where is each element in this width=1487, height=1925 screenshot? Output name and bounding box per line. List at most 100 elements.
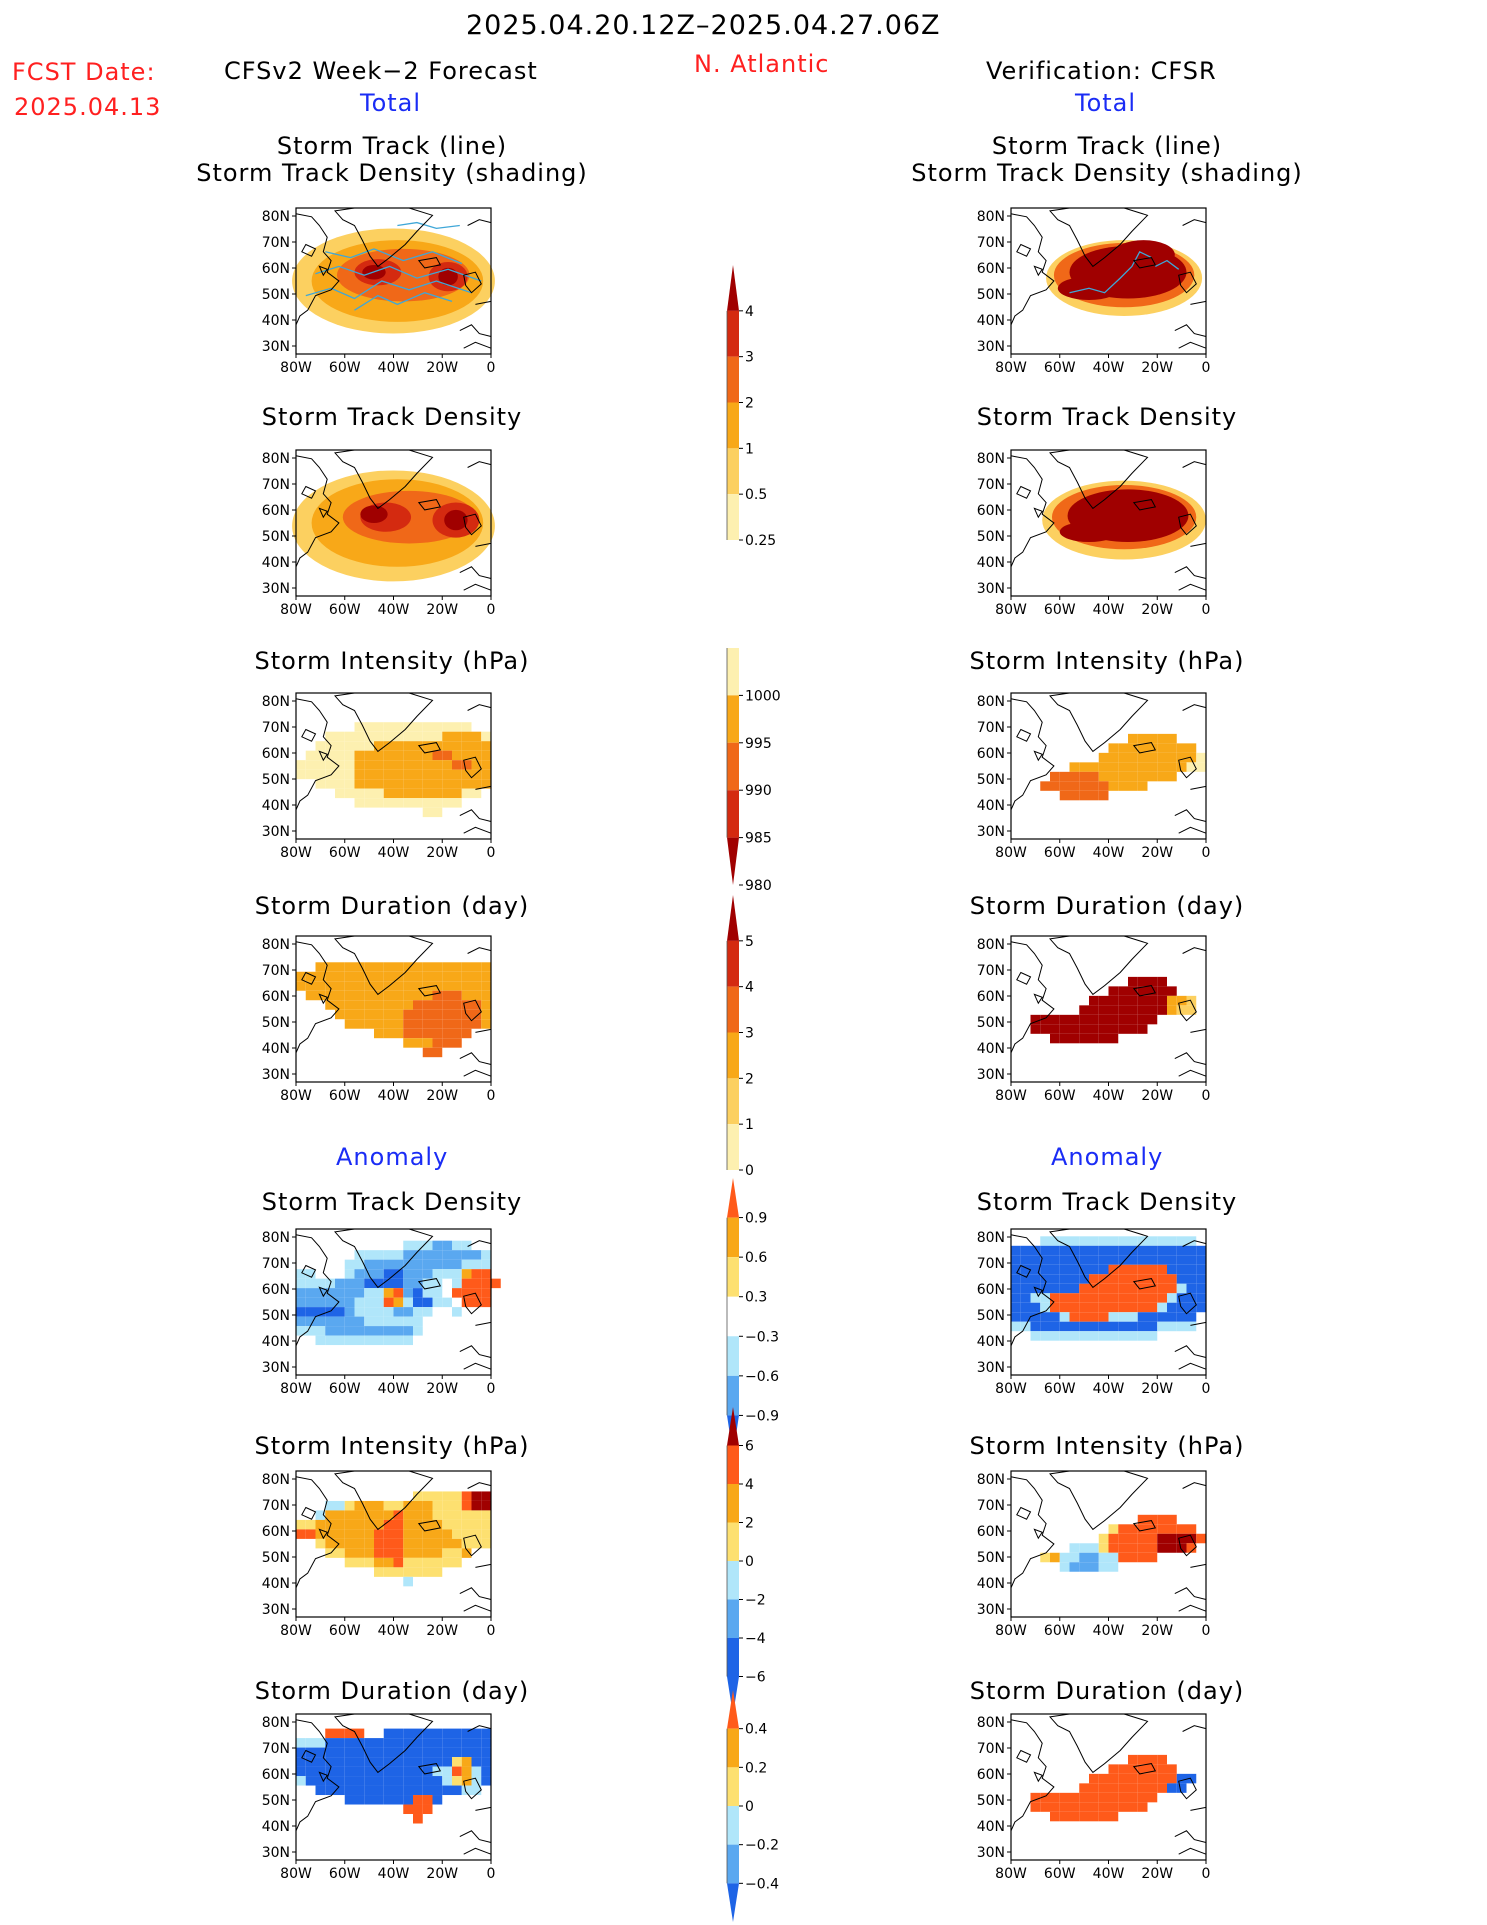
vf-anom-density-map-cell xyxy=(1176,1274,1187,1284)
fc-anom-duration-map-cell xyxy=(383,1795,394,1805)
fc-anom-density-map-cell xyxy=(452,1240,462,1251)
fc-anom-density-map-cell xyxy=(452,1250,462,1260)
fc-anom-intensity-map-cell xyxy=(305,1519,316,1530)
forecast-anomaly-label: Anomaly xyxy=(336,1143,449,1171)
vf-intensity-map-cell xyxy=(1059,771,1070,782)
vf-duration-map-cell xyxy=(1098,1014,1109,1025)
vf-anom-density-map-cell xyxy=(1176,1293,1187,1303)
fc-anom-duration-map-cell xyxy=(305,1738,316,1748)
fc-duration-map-cell xyxy=(354,990,365,1001)
vf-intensity-map-cell xyxy=(1098,771,1109,782)
fc-anom-density-map-coastline xyxy=(475,1321,492,1326)
vf-anom-duration-map-lon-label: 40W xyxy=(1093,1866,1125,1882)
vf-anom-density-map-cell xyxy=(1176,1312,1187,1322)
fc-duration-map-cell xyxy=(344,1019,355,1029)
fc-anom-density-map-cell xyxy=(296,1307,306,1317)
vf-anom-density-map-cell xyxy=(1137,1255,1148,1265)
fc-anom-intensity-map-cell xyxy=(383,1557,394,1568)
vf-anom-duration-map-cell xyxy=(1098,1783,1109,1793)
fc-density-map-lat-label: 50N xyxy=(262,529,290,545)
fc-duration-map-cell xyxy=(305,990,316,1001)
vf-anom-density-map-cell xyxy=(1196,1283,1206,1294)
vf-anom-intensity-map-cell xyxy=(1118,1533,1128,1544)
fc-intensity-map-cell xyxy=(296,760,306,770)
vf-anom-density-map-cell xyxy=(1030,1245,1041,1256)
fc-anom-density-map-cell xyxy=(364,1335,374,1346)
fc-track-map-coastline xyxy=(467,219,492,226)
fc-density-map-coastline xyxy=(417,499,442,511)
fc-anom-density-map-cell xyxy=(364,1316,374,1327)
forecast-title: CFSv2 Week−2 Forecast xyxy=(224,57,538,85)
fc-anom-density-map-cell xyxy=(403,1259,413,1270)
fc-anom-density-map-cell xyxy=(403,1250,413,1260)
fc-duration-map-cell xyxy=(296,971,306,982)
vf-density-map-lon-label: 0 xyxy=(1202,602,1211,618)
fc-anom-intensity-map-cell xyxy=(393,1510,404,1520)
fc-intensity-map-cell xyxy=(422,731,433,742)
fc-anom-duration-map-cell xyxy=(422,1785,433,1796)
vf-anom-density-map-cell xyxy=(1079,1236,1089,1246)
fc-intensity-map-cell xyxy=(422,798,433,808)
vf-duration-map-lon-label: 40W xyxy=(1093,1088,1125,1104)
fc-anom-density-map-coastline xyxy=(459,1345,492,1358)
vf-intensity-map-cell xyxy=(1167,771,1177,782)
vf-anom-density-map-cell xyxy=(1059,1321,1070,1332)
vf-anom-intensity-map-cell xyxy=(1196,1533,1206,1544)
fc-anom-duration-map-cell xyxy=(481,1766,491,1777)
colorbar-swatch xyxy=(727,1767,739,1806)
fc-intensity-map-cell xyxy=(432,750,443,761)
fc-duration-map-cell xyxy=(481,1000,491,1010)
fc-duration-map-cell xyxy=(383,1009,394,1020)
fc-anom-density-map-coastline xyxy=(463,1362,492,1370)
vf-anom-intensity-map-cell xyxy=(1157,1543,1167,1553)
colorbar-swatch xyxy=(727,742,739,791)
vf-anom-intensity-map-cell xyxy=(1128,1543,1138,1553)
fc-anom-duration-map-cell xyxy=(296,1738,306,1748)
vf-anom-density-map-cell xyxy=(1128,1293,1138,1303)
fc-anom-density-map-cell xyxy=(305,1297,316,1308)
vf-anom-density-map-cell xyxy=(1108,1274,1119,1284)
vf-anom-duration-map-cell xyxy=(1147,1754,1158,1765)
fc-anom-duration-map-cell xyxy=(422,1728,433,1739)
vf-anom-duration-map-cell xyxy=(1167,1783,1177,1793)
fc-intensity-map-cell xyxy=(335,741,345,751)
vf-anom-duration-map-cell xyxy=(1137,1754,1148,1765)
vf-anom-density-map-cell xyxy=(1089,1236,1099,1246)
vf-anom-duration-map-coastline xyxy=(1132,1763,1157,1775)
fc-duration-map-cell xyxy=(374,981,384,991)
vf-anom-intensity-map-cell xyxy=(1069,1562,1080,1572)
vf-anom-density-map-cell xyxy=(1020,1302,1031,1313)
fc-anom-intensity-map-cell xyxy=(335,1510,345,1520)
fc-anom-duration-map-cell xyxy=(413,1785,423,1796)
fc-anom-intensity-map-coastline xyxy=(459,1587,492,1600)
fc-duration-map-cell xyxy=(422,1028,433,1039)
vf-anom-duration-map-cell xyxy=(1137,1802,1148,1812)
fc-anom-duration-map-cell xyxy=(335,1747,345,1758)
vf-anom-density-map-cell xyxy=(1108,1245,1119,1256)
fc-anom-density-map-cell xyxy=(422,1240,433,1251)
vf-anom-intensity-map-cell xyxy=(1137,1533,1148,1544)
vf-intensity-map-lon-label: 60W xyxy=(1044,845,1076,861)
vf-duration-map-cell xyxy=(1118,995,1128,1006)
fc-anom-duration-map-cell xyxy=(315,1738,326,1748)
vf-anom-density-map-cell xyxy=(1157,1312,1167,1322)
fc-anom-intensity-map-cell xyxy=(452,1491,462,1501)
vf-duration-map-cell xyxy=(1118,1005,1128,1015)
fc-anom-intensity-map-lon-label: 20W xyxy=(426,1623,458,1639)
fc-duration-map-cell xyxy=(442,990,452,1001)
vf-duration-map-cell xyxy=(1089,1024,1099,1034)
vf-duration-map-cell xyxy=(1030,1024,1041,1034)
fc-anom-intensity-map-cell xyxy=(403,1510,413,1520)
vf-anom-density-map-cell xyxy=(1098,1255,1109,1265)
fc-duration-map-cell xyxy=(344,990,355,1001)
fc-intensity-map-cell xyxy=(393,731,404,742)
fc-anom-intensity-map-cell xyxy=(315,1529,326,1539)
vf-anom-intensity-map-lat-label: 30N xyxy=(977,1602,1005,1618)
vf-anom-duration-map-cell xyxy=(1098,1773,1109,1784)
fc-anom-duration-map-cell xyxy=(422,1747,433,1758)
vf-anom-density-map-cell xyxy=(1079,1302,1089,1313)
fc-track-map-track-line xyxy=(325,248,463,265)
vf-anom-density-map-cell xyxy=(1050,1302,1060,1313)
